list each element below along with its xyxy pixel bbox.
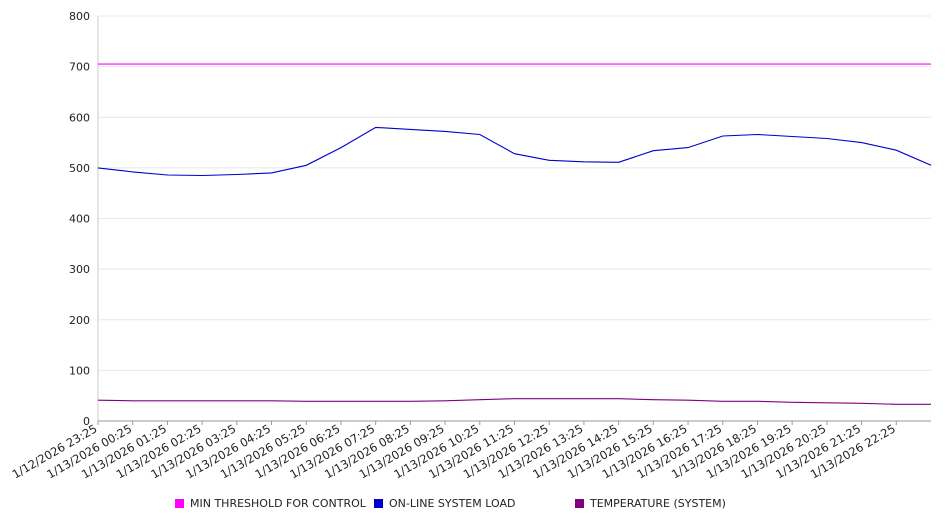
x-axis-ticks: 1/12/2026 23:251/13/2026 00:251/13/2026 … [10, 421, 898, 481]
legend-item: ON-LINE SYSTEM LOAD [374, 497, 515, 510]
y-tick-label: 600 [69, 111, 90, 124]
gridlines [98, 15, 931, 371]
y-axis-ticks: 0 100 200 300 400 500 600 700 800 [69, 10, 90, 428]
y-tick-label: 300 [69, 263, 90, 276]
legend-item: TEMPERATURE (SYSTEM) [575, 497, 726, 510]
legend-label: TEMPERATURE (SYSTEM) [590, 497, 726, 510]
series-line-temperature-system [97, 398, 931, 405]
y-tick-label: 200 [69, 314, 90, 327]
series-lines [97, 63, 932, 405]
y-tick-label: 800 [69, 10, 90, 23]
chart-legend: MIN THRESHOLD FOR CONTROL ON-LINE SYSTEM … [0, 497, 946, 515]
y-tick-label: 0 [83, 415, 90, 428]
legend-item: MIN THRESHOLD FOR CONTROL [175, 497, 366, 510]
legend-label: MIN THRESHOLD FOR CONTROL [190, 497, 366, 510]
legend-swatch [175, 499, 184, 508]
y-tick-label: 500 [69, 162, 90, 175]
legend-swatch [575, 499, 584, 508]
y-tick-label: 100 [69, 364, 90, 377]
series-line-on-line-system-load [97, 126, 932, 177]
y-tick-label: 400 [69, 213, 90, 226]
y-tick-label: 700 [69, 61, 90, 74]
legend-swatch [374, 499, 383, 508]
legend-label: ON-LINE SYSTEM LOAD [389, 497, 516, 510]
